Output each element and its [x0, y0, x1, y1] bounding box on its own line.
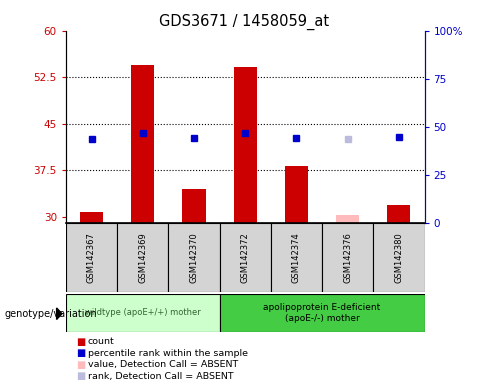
Text: GSM142374: GSM142374 [292, 232, 301, 283]
Bar [234, 67, 257, 223]
Text: ■: ■ [77, 371, 86, 381]
Bar [80, 212, 103, 223]
Text: GSM142376: GSM142376 [343, 232, 352, 283]
Bar [373, 223, 425, 292]
Bar [387, 205, 410, 223]
Text: percentile rank within the sample: percentile rank within the sample [88, 349, 248, 358]
Polygon shape [57, 308, 62, 319]
Bar [66, 223, 117, 292]
Text: value, Detection Call = ABSENT: value, Detection Call = ABSENT [88, 360, 238, 369]
Bar [285, 166, 308, 223]
Bar [183, 189, 205, 223]
Text: GSM142367: GSM142367 [87, 232, 96, 283]
Text: genotype/variation: genotype/variation [5, 309, 98, 319]
Text: rank, Detection Call = ABSENT: rank, Detection Call = ABSENT [88, 372, 233, 381]
Text: ■: ■ [77, 348, 86, 358]
Text: GSM142370: GSM142370 [189, 232, 199, 283]
Bar [220, 223, 271, 292]
Text: count: count [88, 337, 115, 346]
Text: GSM142380: GSM142380 [394, 232, 404, 283]
Bar [336, 215, 359, 223]
Bar [66, 294, 220, 332]
Bar [322, 223, 373, 292]
Bar [168, 223, 220, 292]
Text: GSM142372: GSM142372 [241, 232, 250, 283]
Bar [271, 223, 322, 292]
Text: apolipoprotein E-deficient
(apoE-/-) mother: apolipoprotein E-deficient (apoE-/-) mot… [264, 303, 381, 323]
Bar [220, 294, 425, 332]
Text: GSM142369: GSM142369 [138, 232, 147, 283]
Text: ■: ■ [77, 337, 86, 347]
Text: ■: ■ [77, 360, 86, 370]
Text: GDS3671 / 1458059_at: GDS3671 / 1458059_at [159, 13, 329, 30]
Text: wildtype (apoE+/+) mother: wildtype (apoE+/+) mother [85, 308, 201, 318]
Bar [131, 65, 154, 223]
Bar [117, 223, 168, 292]
